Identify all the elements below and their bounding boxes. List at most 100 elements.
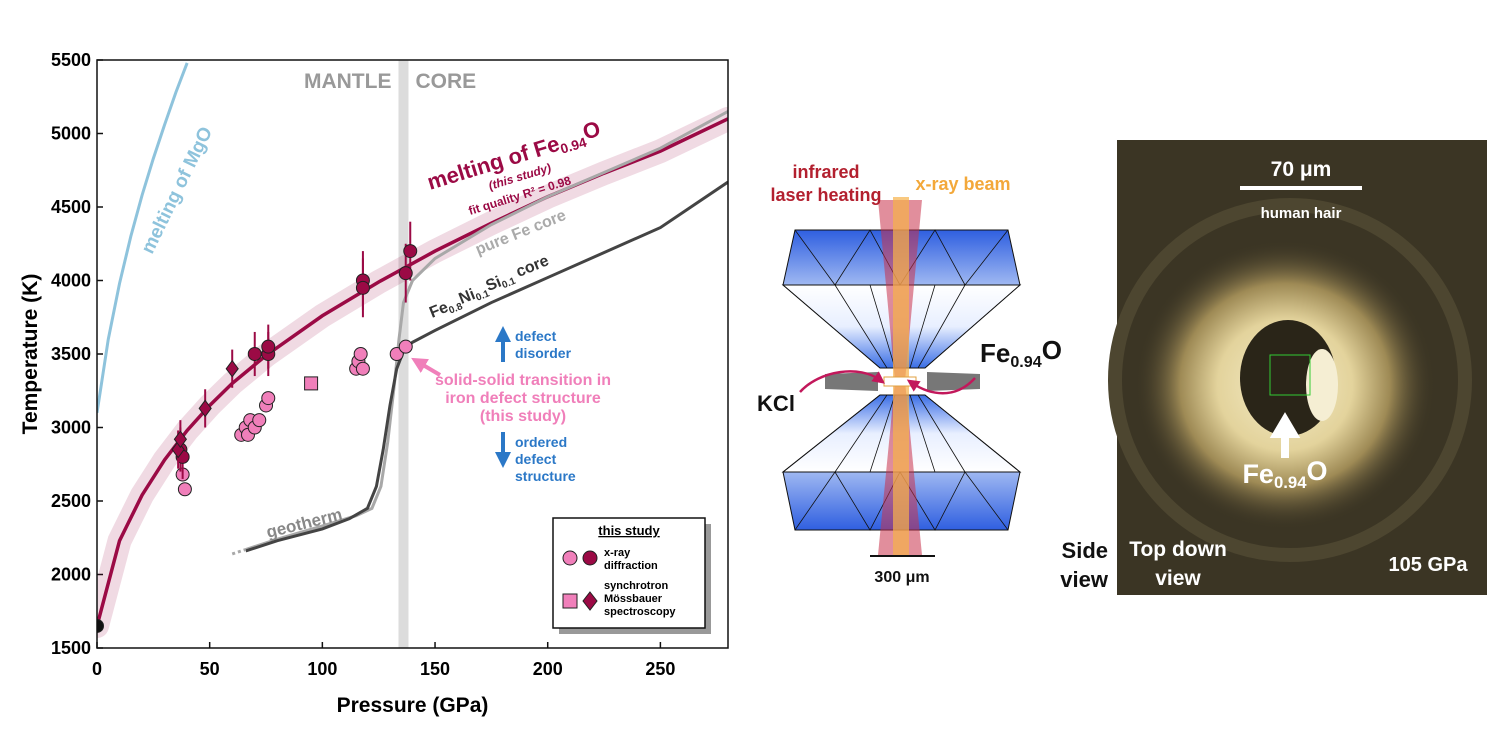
y-tick-label: 3500 [51,344,91,364]
annotation: solid-solid transition in [435,372,611,389]
photo-label: human hair [1261,205,1342,222]
annotation: (this study) [480,408,566,425]
photo-label: Fe0.94O [1242,456,1327,492]
point [398,266,413,281]
diagram-label: 300 μm [874,569,929,586]
kcl-arrow [799,370,886,393]
annotation: defect [515,328,557,344]
subscript: 0.1 [474,288,491,304]
subscript: 0.8 [447,301,464,317]
sample-arrow [1269,412,1301,458]
diagram-label: infrared [792,162,859,182]
text-part: O [1307,456,1328,486]
annotation: structure [515,468,576,484]
point [304,376,319,391]
y-tick-label: 1500 [51,638,91,658]
text-part: O [1042,335,1062,365]
legend-label: diffraction [604,560,658,572]
text-part: Fe [980,338,1010,368]
arrow [411,357,442,377]
photo-label: view [1155,567,1201,590]
x-tick-label: 100 [307,659,337,679]
curve [231,548,247,556]
diagram-label: laser heating [770,185,881,205]
point [261,339,276,354]
diagram-label: KCl [757,391,795,416]
annotation: melting of MgO [138,124,217,257]
point [355,280,370,295]
point [252,413,267,428]
curve [245,180,728,553]
x-tick-label: 0 [92,659,102,679]
gasket-ring [1108,198,1472,562]
point [173,430,188,449]
point [198,399,212,418]
legend-marker [582,591,598,611]
point [225,359,239,378]
legend-label: x-ray [604,547,631,559]
bright-crescent [1306,349,1338,421]
point [389,347,404,361]
point [398,339,413,354]
subscript: 0.94 [1010,353,1041,371]
xray-beam [893,197,909,555]
photo-label: Top down [1129,538,1227,561]
y-tick-label: 2500 [51,491,91,511]
point [353,347,368,361]
photo-label: view [1060,567,1109,592]
region-label: CORE [415,70,476,93]
plot-frame [96,59,729,649]
photo [1108,140,1487,595]
diagram-label: x-ray beam [915,174,1010,194]
text-part: Fe [1242,459,1274,489]
photo-label: 105 GPa [1389,554,1469,576]
region-label: MANTLE [304,70,392,93]
legend-label: Mössbauer [604,593,663,605]
x-axis-label: Pressure (GPa) [337,694,489,717]
annotation: ordered [515,434,567,450]
point [355,361,370,376]
curve [245,110,728,551]
x-tick-label: 50 [200,659,220,679]
photo-label: Side [1062,538,1108,563]
legend-label: synchrotron [604,580,668,592]
curve [97,62,189,414]
annotation: iron defect structure [445,390,601,407]
point [261,391,276,406]
y-tick-label: 5500 [51,50,91,70]
point [247,347,262,361]
y-tick-label: 4000 [51,271,91,291]
legend-marker [582,550,598,566]
text-part: Fe [427,299,451,322]
annotation: disorder [515,345,572,361]
text-part: O [580,116,604,145]
point [177,482,192,497]
focus-box [1269,354,1311,396]
subscript: 0.94 [1274,473,1307,492]
annotation: defect [515,451,557,467]
gasket-left [825,372,878,391]
annotation: Fe0.8Ni0.1Si0.1 core [425,252,554,323]
legend-marker [562,593,578,609]
subscript: 0.1 [500,276,517,292]
y-tick-label: 3000 [51,418,91,438]
y-tick-label: 4500 [51,197,91,217]
x-tick-label: 150 [420,659,450,679]
anvil-diagram [781,197,1022,557]
annotation: geotherm [264,505,344,542]
photo-label: 70 μm [1271,158,1332,181]
y-axis-label: Temperature (K) [19,274,42,435]
legend [552,517,706,629]
point [403,244,418,259]
point [97,618,104,633]
sample-chamber [883,376,917,387]
legend-marker [562,550,578,566]
legend-title: this study [598,523,660,538]
sample-arrow [906,377,976,395]
text-part: Si [483,274,503,295]
diagram-label: Fe0.94O [980,335,1062,371]
text-part: Ni [457,286,478,308]
x-tick-label: 200 [533,659,563,679]
plot-area [97,62,728,638]
